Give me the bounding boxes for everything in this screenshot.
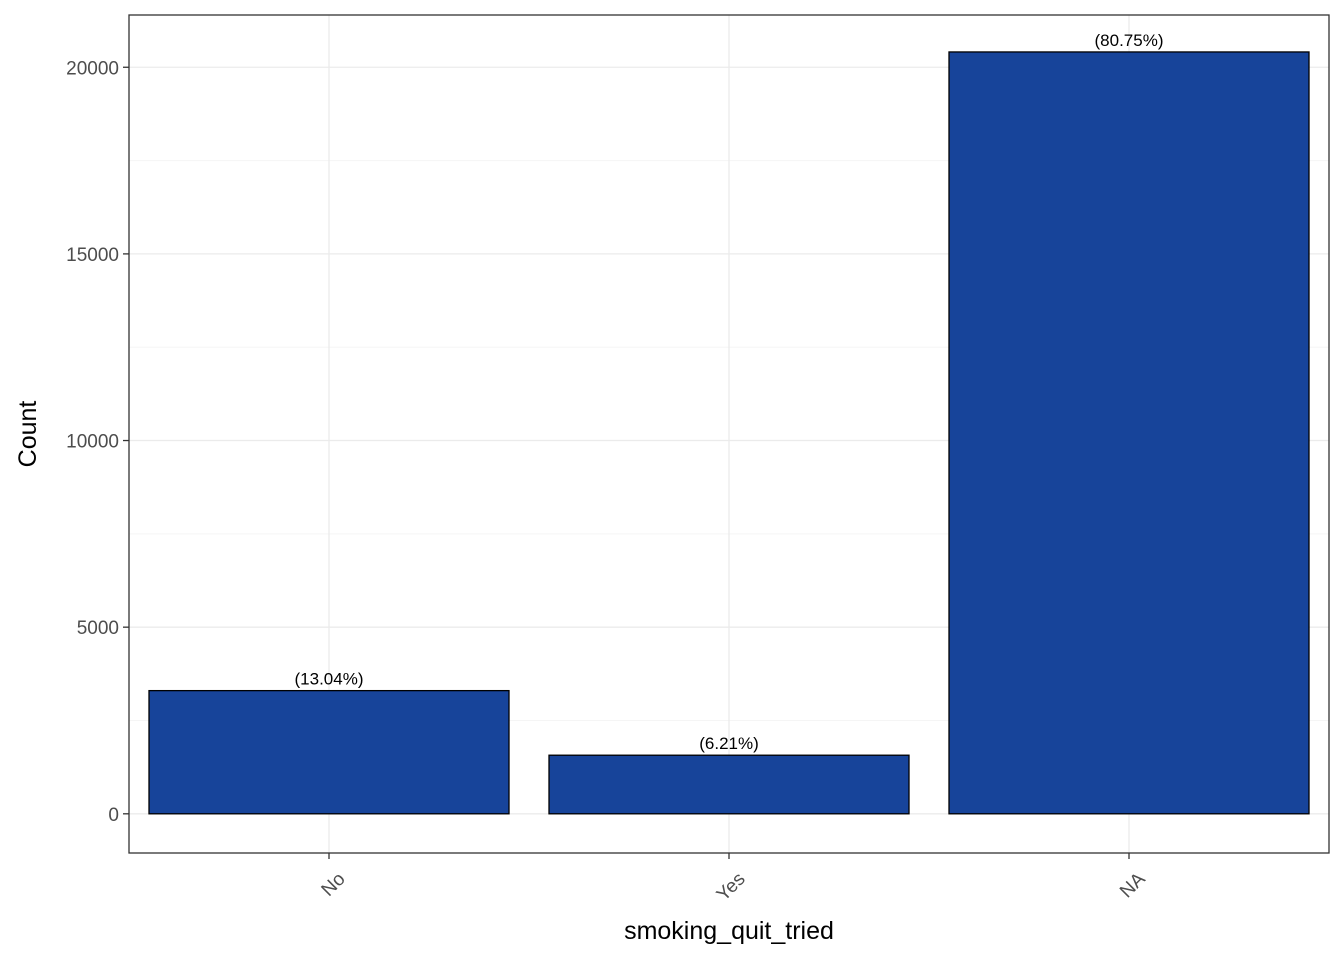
y-tick-label: 15000 (66, 245, 119, 266)
x-axis-title: smoking_quit_tried (624, 917, 834, 945)
bars (148, 51, 1310, 815)
x-tick-label: Yes (713, 869, 750, 906)
y-tick-label: 5000 (77, 618, 119, 639)
data-label: (6.21%) (699, 734, 759, 753)
bar-yes (548, 754, 910, 815)
x-axis-ticks: No Yes NA (318, 853, 1150, 906)
y-tick-label: 20000 (66, 58, 119, 79)
x-tick-label: No (318, 869, 350, 901)
bar-no (148, 689, 510, 815)
bar-na (948, 51, 1310, 815)
x-tick-label: NA (1116, 869, 1150, 903)
data-labels: (13.04%) (6.21%) (80.75%) (295, 31, 1164, 753)
data-label: (80.75%) (1095, 31, 1164, 50)
data-label: (13.04%) (295, 670, 364, 689)
y-tick-label: 10000 (66, 432, 119, 453)
y-tick-label: 0 (108, 805, 119, 826)
y-axis-title: Count (14, 401, 42, 468)
y-axis-ticks: 0 5000 10000 15000 20000 (66, 58, 129, 826)
